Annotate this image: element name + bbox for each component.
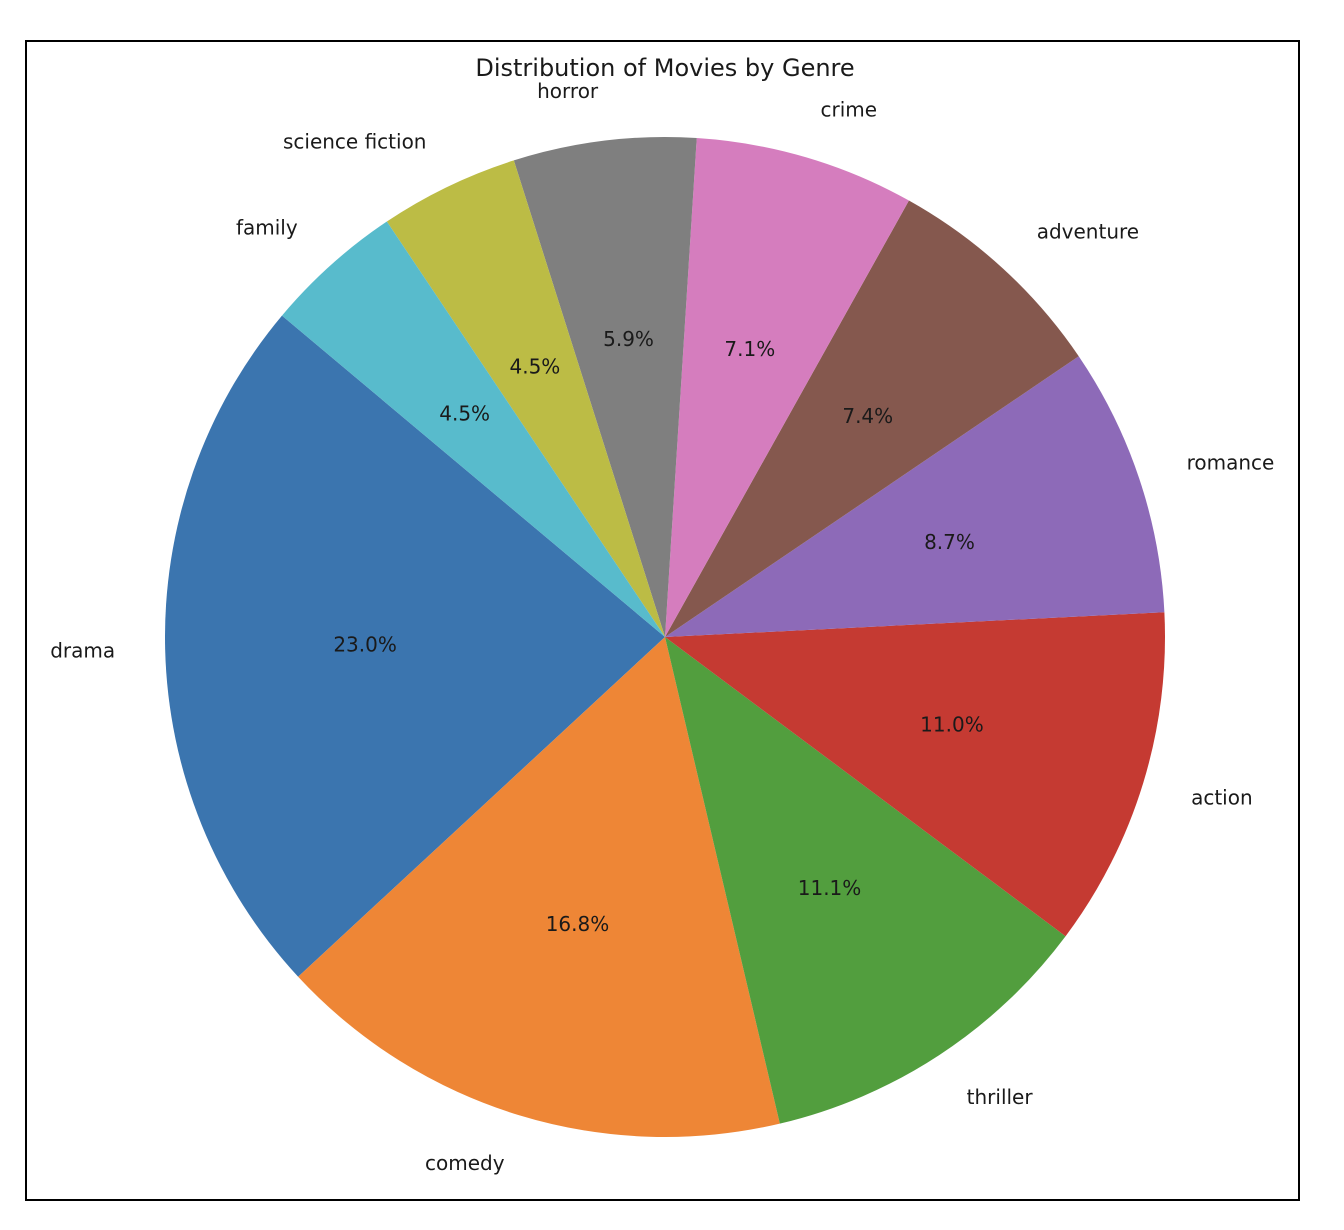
slice-percent-science-fiction: 4.5% xyxy=(509,355,560,379)
slice-percent-romance: 8.7% xyxy=(924,530,975,554)
slice-label-comedy: comedy xyxy=(425,1151,505,1175)
pie-slice-horror xyxy=(513,136,697,637)
pie-slice-thriller xyxy=(665,637,1066,1124)
slice-percent-thriller: 11.1% xyxy=(798,876,862,900)
slice-label-crime: crime xyxy=(820,97,877,121)
slice-percent-comedy: 16.8% xyxy=(546,912,610,936)
pie-slice-drama xyxy=(165,315,665,977)
slice-percent-family: 4.5% xyxy=(439,402,490,426)
pie-slice-action xyxy=(665,612,1165,937)
slice-percent-crime: 7.1% xyxy=(724,337,775,361)
slice-percent-adventure: 7.4% xyxy=(842,404,893,428)
slice-label-family: family xyxy=(236,216,298,240)
slice-label-science-fiction: science fiction xyxy=(283,129,427,153)
slice-percent-drama: 23.0% xyxy=(333,632,397,656)
slice-label-romance: romance xyxy=(1187,450,1275,474)
pie-slice-romance xyxy=(665,356,1165,637)
pie-slice-comedy xyxy=(298,637,780,1137)
pie-slices xyxy=(165,136,1165,1137)
slice-label-drama: drama xyxy=(50,638,115,662)
chart-title: Distribution of Movies by Genre xyxy=(475,54,854,82)
pie-labels: drama 23.0% comedy 16.8% thriller 11.1% action… xyxy=(50,79,1274,1175)
pie-slice-science-fiction xyxy=(386,160,665,637)
slice-percent-action: 11.0% xyxy=(920,713,984,737)
slice-label-horror: horror xyxy=(537,79,599,103)
pie-slice-crime xyxy=(665,138,909,638)
slice-percent-horror: 5.9% xyxy=(603,327,654,351)
pie-slice-adventure xyxy=(665,200,1079,638)
slice-label-thriller: thriller xyxy=(967,1085,1034,1109)
slice-label-adventure: adventure xyxy=(1037,220,1139,244)
pie-slice-family xyxy=(281,221,665,638)
slice-label-action: action xyxy=(1191,785,1253,809)
